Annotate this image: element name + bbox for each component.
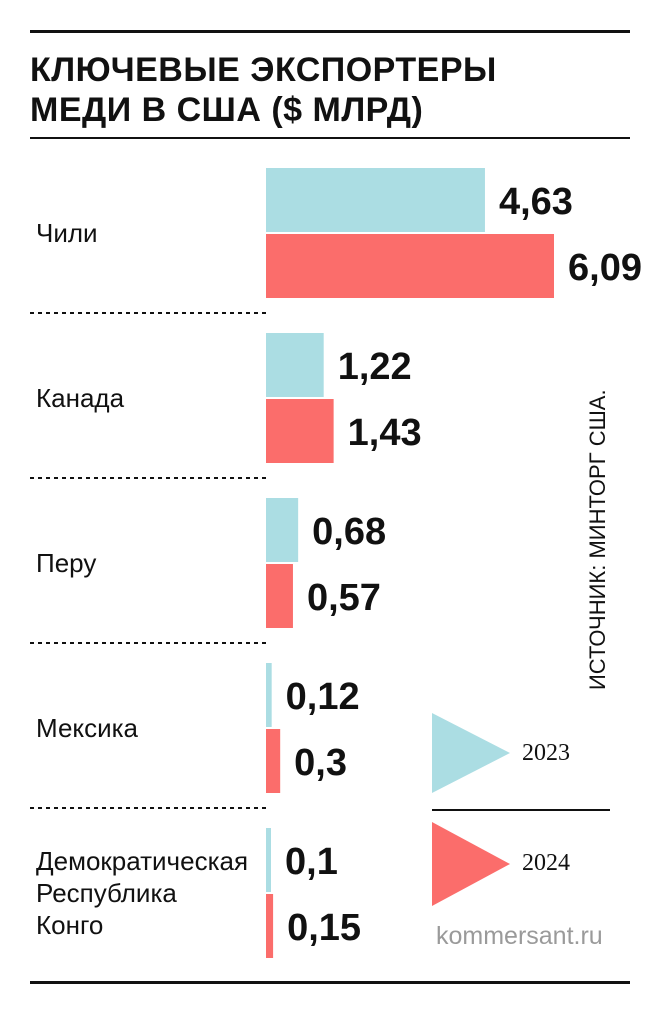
value-label-2024-1: 1,43 <box>348 412 422 454</box>
bar-2023-0 <box>266 168 485 232</box>
bar-2023-2 <box>266 498 299 562</box>
legend-2024-marker <box>432 822 510 906</box>
category-label-4-0: Демократическая <box>36 846 248 876</box>
value-label-2023-2: 0,68 <box>312 511 386 553</box>
value-label-2023-3: 0,12 <box>286 676 360 718</box>
category-label-4-1: Республика <box>36 878 177 908</box>
legend-2023-marker <box>432 713 510 793</box>
legend-2023-label: 2023 <box>522 740 570 766</box>
value-label-2023-4: 0,1 <box>285 841 338 883</box>
chart-title: КЛЮЧЕВЫЕ ЭКСПОРТЕРЫ МЕДИ В США ($ МЛРД) <box>30 50 620 130</box>
value-label-2023-0: 4,63 <box>499 181 573 223</box>
value-label-2024-3: 0,3 <box>294 742 347 784</box>
title-line-1: КЛЮЧЕВЫЕ ЭКСПОРТЕРЫ <box>30 51 497 89</box>
bar-2023-1 <box>266 333 324 397</box>
bottom-rule <box>30 981 630 984</box>
bar-2024-3 <box>266 729 281 793</box>
bar-2023-4 <box>266 828 271 892</box>
category-label-3-0: Мексика <box>36 713 139 743</box>
title-rule <box>30 137 630 139</box>
bar-2024-2 <box>266 564 293 628</box>
title-line-2: МЕДИ В США ($ МЛРД) <box>30 91 424 129</box>
legend-2024-label: 2024 <box>522 850 570 876</box>
value-label-2024-0: 6,09 <box>568 247 642 289</box>
value-label-2024-2: 0,57 <box>307 577 381 619</box>
bar-2024-4 <box>266 894 274 958</box>
bar-2023-3 <box>266 663 272 727</box>
site-name: kommersant.ru <box>436 922 603 950</box>
category-label-1-0: Канада <box>36 383 125 413</box>
category-label-2-0: Перу <box>36 548 96 578</box>
category-label-4-2: Конго <box>36 910 103 940</box>
value-label-2023-1: 1,22 <box>338 346 412 388</box>
source-note: ИСТОЧНИК: МИНТОРГ США. <box>585 389 610 690</box>
top-rule <box>30 30 630 33</box>
category-label-0-0: Чили <box>36 218 98 248</box>
legend-separator <box>432 809 610 811</box>
bar-2024-1 <box>266 399 334 463</box>
bar-2024-0 <box>266 234 554 298</box>
value-label-2024-4: 0,15 <box>287 907 361 949</box>
